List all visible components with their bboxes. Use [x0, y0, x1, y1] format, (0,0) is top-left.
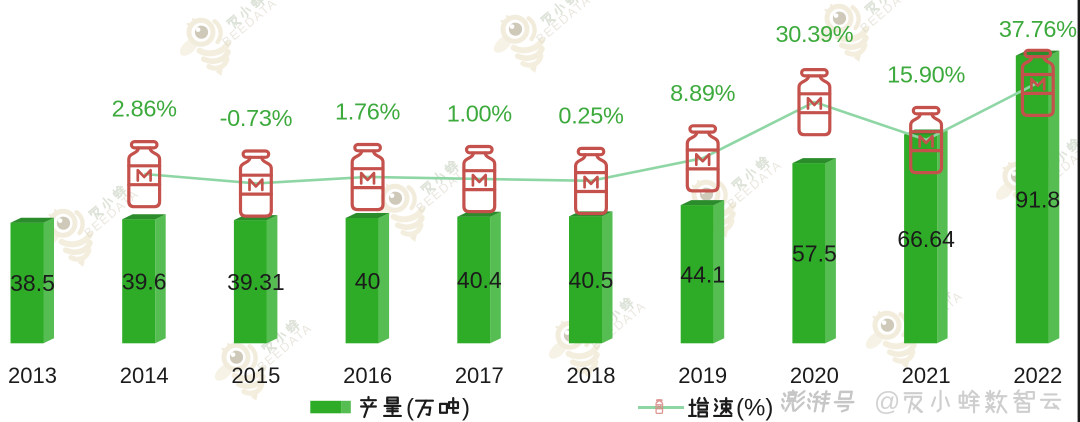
- svg-text:30.39%: 30.39%: [775, 21, 853, 47]
- svg-text:38.5: 38.5: [10, 270, 55, 296]
- svg-text:(: (: [406, 394, 414, 421]
- svg-text:37.76%: 37.76%: [999, 16, 1077, 42]
- svg-text:2014: 2014: [120, 363, 169, 388]
- svg-text:@: @: [874, 386, 900, 416]
- svg-text:): ): [462, 394, 470, 421]
- svg-text:2020: 2020: [790, 363, 839, 388]
- svg-text:2013: 2013: [8, 363, 57, 388]
- svg-text:2018: 2018: [567, 363, 616, 388]
- svg-text:39.31: 39.31: [227, 269, 285, 295]
- svg-text:(%): (%): [736, 394, 773, 421]
- svg-text:39.6: 39.6: [122, 269, 167, 295]
- svg-text:2017: 2017: [455, 363, 504, 388]
- svg-text:0.25%: 0.25%: [558, 103, 624, 129]
- svg-text:44.1: 44.1: [680, 261, 725, 287]
- svg-text:57.5: 57.5: [792, 240, 837, 266]
- svg-text:2.86%: 2.86%: [112, 96, 178, 122]
- svg-text:8.89%: 8.89%: [670, 80, 736, 106]
- svg-text:40.4: 40.4: [457, 267, 502, 293]
- svg-text:40: 40: [355, 268, 381, 294]
- svg-text:2022: 2022: [1013, 363, 1062, 388]
- svg-text:40.5: 40.5: [569, 267, 614, 293]
- svg-text:2019: 2019: [678, 363, 727, 388]
- svg-text:91.8: 91.8: [1015, 187, 1060, 213]
- svg-text:1.76%: 1.76%: [335, 99, 401, 125]
- svg-text:2016: 2016: [343, 363, 392, 388]
- svg-text:2021: 2021: [902, 363, 951, 388]
- svg-text:1.00%: 1.00%: [447, 101, 513, 127]
- svg-text:15.90%: 15.90%: [887, 62, 965, 88]
- svg-text:-0.73%: -0.73%: [220, 105, 293, 131]
- svg-text:66.64: 66.64: [897, 226, 955, 252]
- svg-text:2015: 2015: [231, 363, 280, 388]
